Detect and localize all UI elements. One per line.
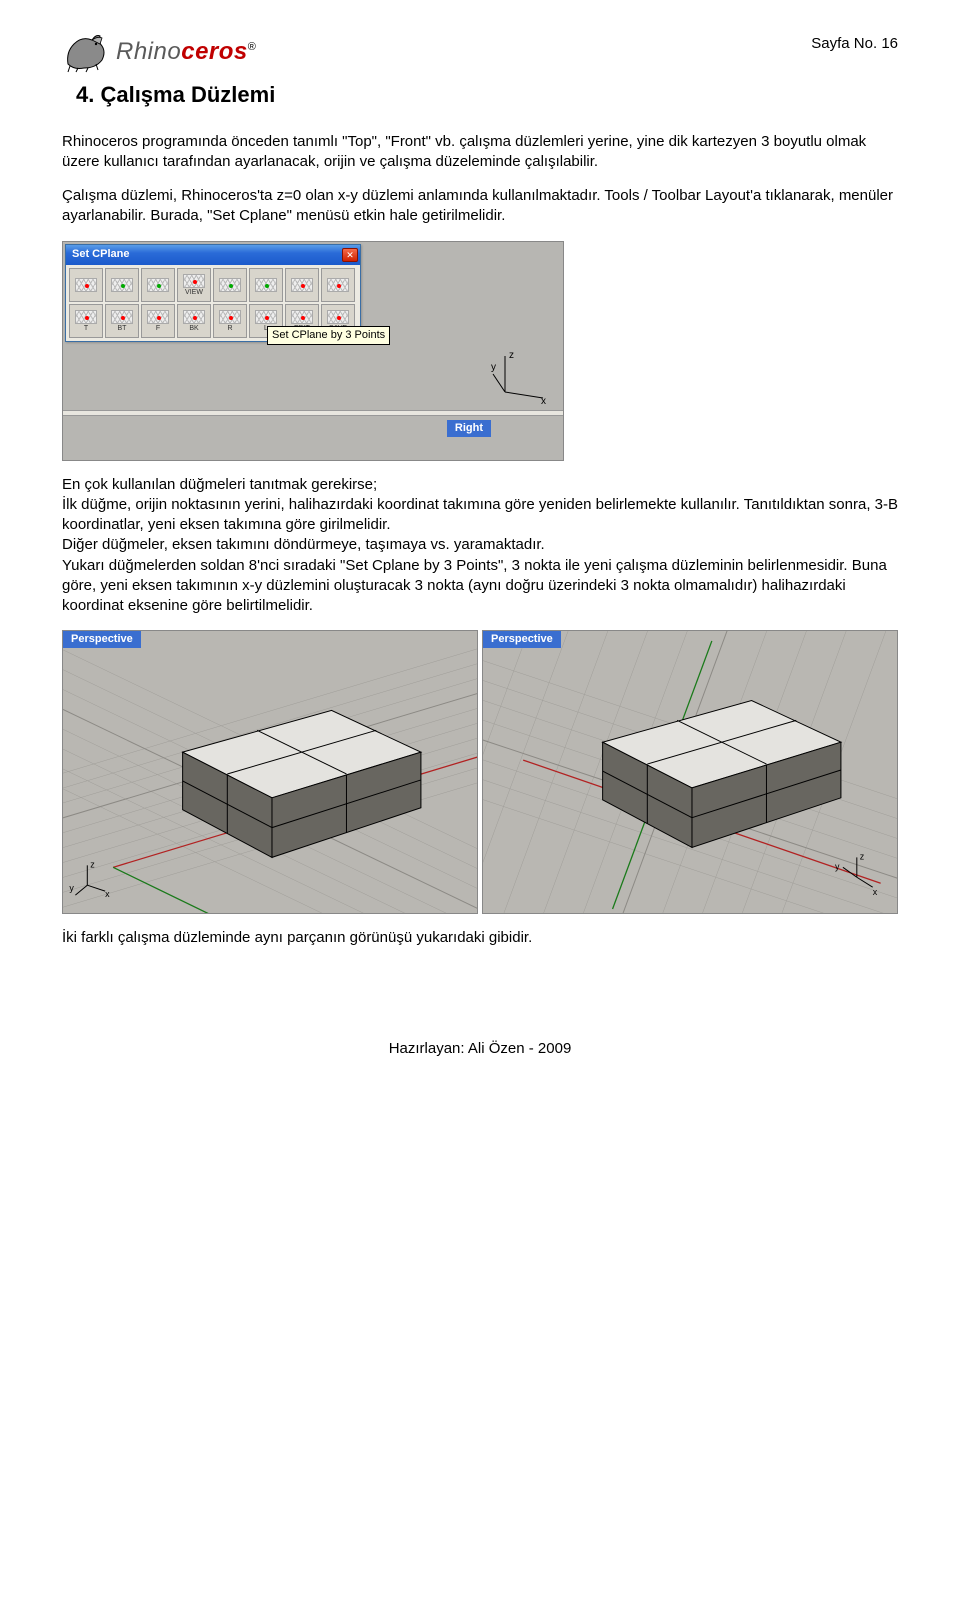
tool-back[interactable]: BK bbox=[177, 304, 211, 338]
svg-text:x: x bbox=[105, 890, 110, 900]
tool-origin[interactable] bbox=[69, 268, 103, 302]
screenshot-perspective-pair: Perspective bbox=[62, 630, 898, 914]
tool-elev[interactable] bbox=[105, 268, 139, 302]
tool-right[interactable]: R bbox=[213, 304, 247, 338]
tool-3points[interactable] bbox=[321, 268, 355, 302]
svg-text:z: z bbox=[509, 350, 514, 361]
tool-front[interactable]: F bbox=[141, 304, 175, 338]
paragraph-buttons-3: Diğer düğmeler, eksen takımını döndürmey… bbox=[62, 535, 898, 555]
tool-view[interactable]: VIEW bbox=[177, 268, 211, 302]
tool-top[interactable]: T bbox=[69, 304, 103, 338]
viewport-divider bbox=[63, 410, 563, 416]
section-title: 4. Çalışma Düzlemi bbox=[76, 80, 898, 110]
axis-gizmo: z y x bbox=[491, 346, 551, 406]
page-number: Sayfa No. 16 bbox=[811, 30, 898, 54]
viewport-left-svg: z x y bbox=[63, 631, 477, 913]
screenshot-cplane-toolbar: Set CPlane ✕ VIEW T BT F BK R L E bbox=[62, 241, 564, 461]
paragraph-intro-1: Rhinoceros programında önceden tanımlı "… bbox=[62, 132, 898, 173]
svg-text:z: z bbox=[860, 852, 865, 862]
paragraph-intro-2: Çalışma düzlemi, Rhinoceros'ta z=0 olan … bbox=[62, 186, 898, 227]
viewport-left: Perspective bbox=[62, 630, 478, 914]
paragraph-caption: İki farklı çalışma düzleminde aynı parça… bbox=[62, 928, 898, 948]
viewport-right-title: Perspective bbox=[483, 631, 561, 648]
paragraph-buttons-2: İlk düğme, orijin noktasının yerini, hal… bbox=[62, 495, 898, 536]
tool-bottom[interactable]: BT bbox=[105, 304, 139, 338]
tool-object[interactable] bbox=[213, 268, 247, 302]
viewport-right-svg: z x y bbox=[483, 631, 897, 913]
viewport-right: Perspective bbox=[482, 630, 898, 914]
toolbar-titlebar: Set CPlane ✕ bbox=[66, 245, 360, 265]
paragraph-buttons-4: Yukarı düğmelerden soldan 8'nci sıradaki… bbox=[62, 556, 898, 617]
page-header: Rhinoceros® Sayfa No. 16 bbox=[62, 30, 898, 74]
tool-curve[interactable] bbox=[285, 268, 319, 302]
page-footer: Hazırlayan: Ali Özen - 2009 bbox=[62, 1039, 898, 1059]
svg-text:y: y bbox=[491, 362, 496, 373]
paragraph-buttons-1: En çok kullanılan düğmeleri tanıtmak ger… bbox=[62, 475, 898, 495]
toolbar-title: Set CPlane bbox=[72, 247, 129, 262]
svg-text:x: x bbox=[873, 888, 878, 898]
svg-text:z: z bbox=[90, 860, 95, 870]
svg-text:y: y bbox=[69, 884, 74, 894]
rhino-icon bbox=[62, 30, 110, 74]
viewport-left-title: Perspective bbox=[63, 631, 141, 648]
svg-text:y: y bbox=[835, 862, 840, 872]
close-icon[interactable]: ✕ bbox=[342, 248, 358, 262]
logo: Rhinoceros® bbox=[62, 30, 256, 74]
viewport-label-right: Right bbox=[447, 420, 491, 437]
svg-text:x: x bbox=[541, 396, 546, 406]
logo-text: Rhinoceros® bbox=[116, 36, 256, 68]
tool-surface[interactable] bbox=[249, 268, 283, 302]
tooltip: Set CPlane by 3 Points bbox=[267, 326, 390, 345]
tool-rotate[interactable] bbox=[141, 268, 175, 302]
